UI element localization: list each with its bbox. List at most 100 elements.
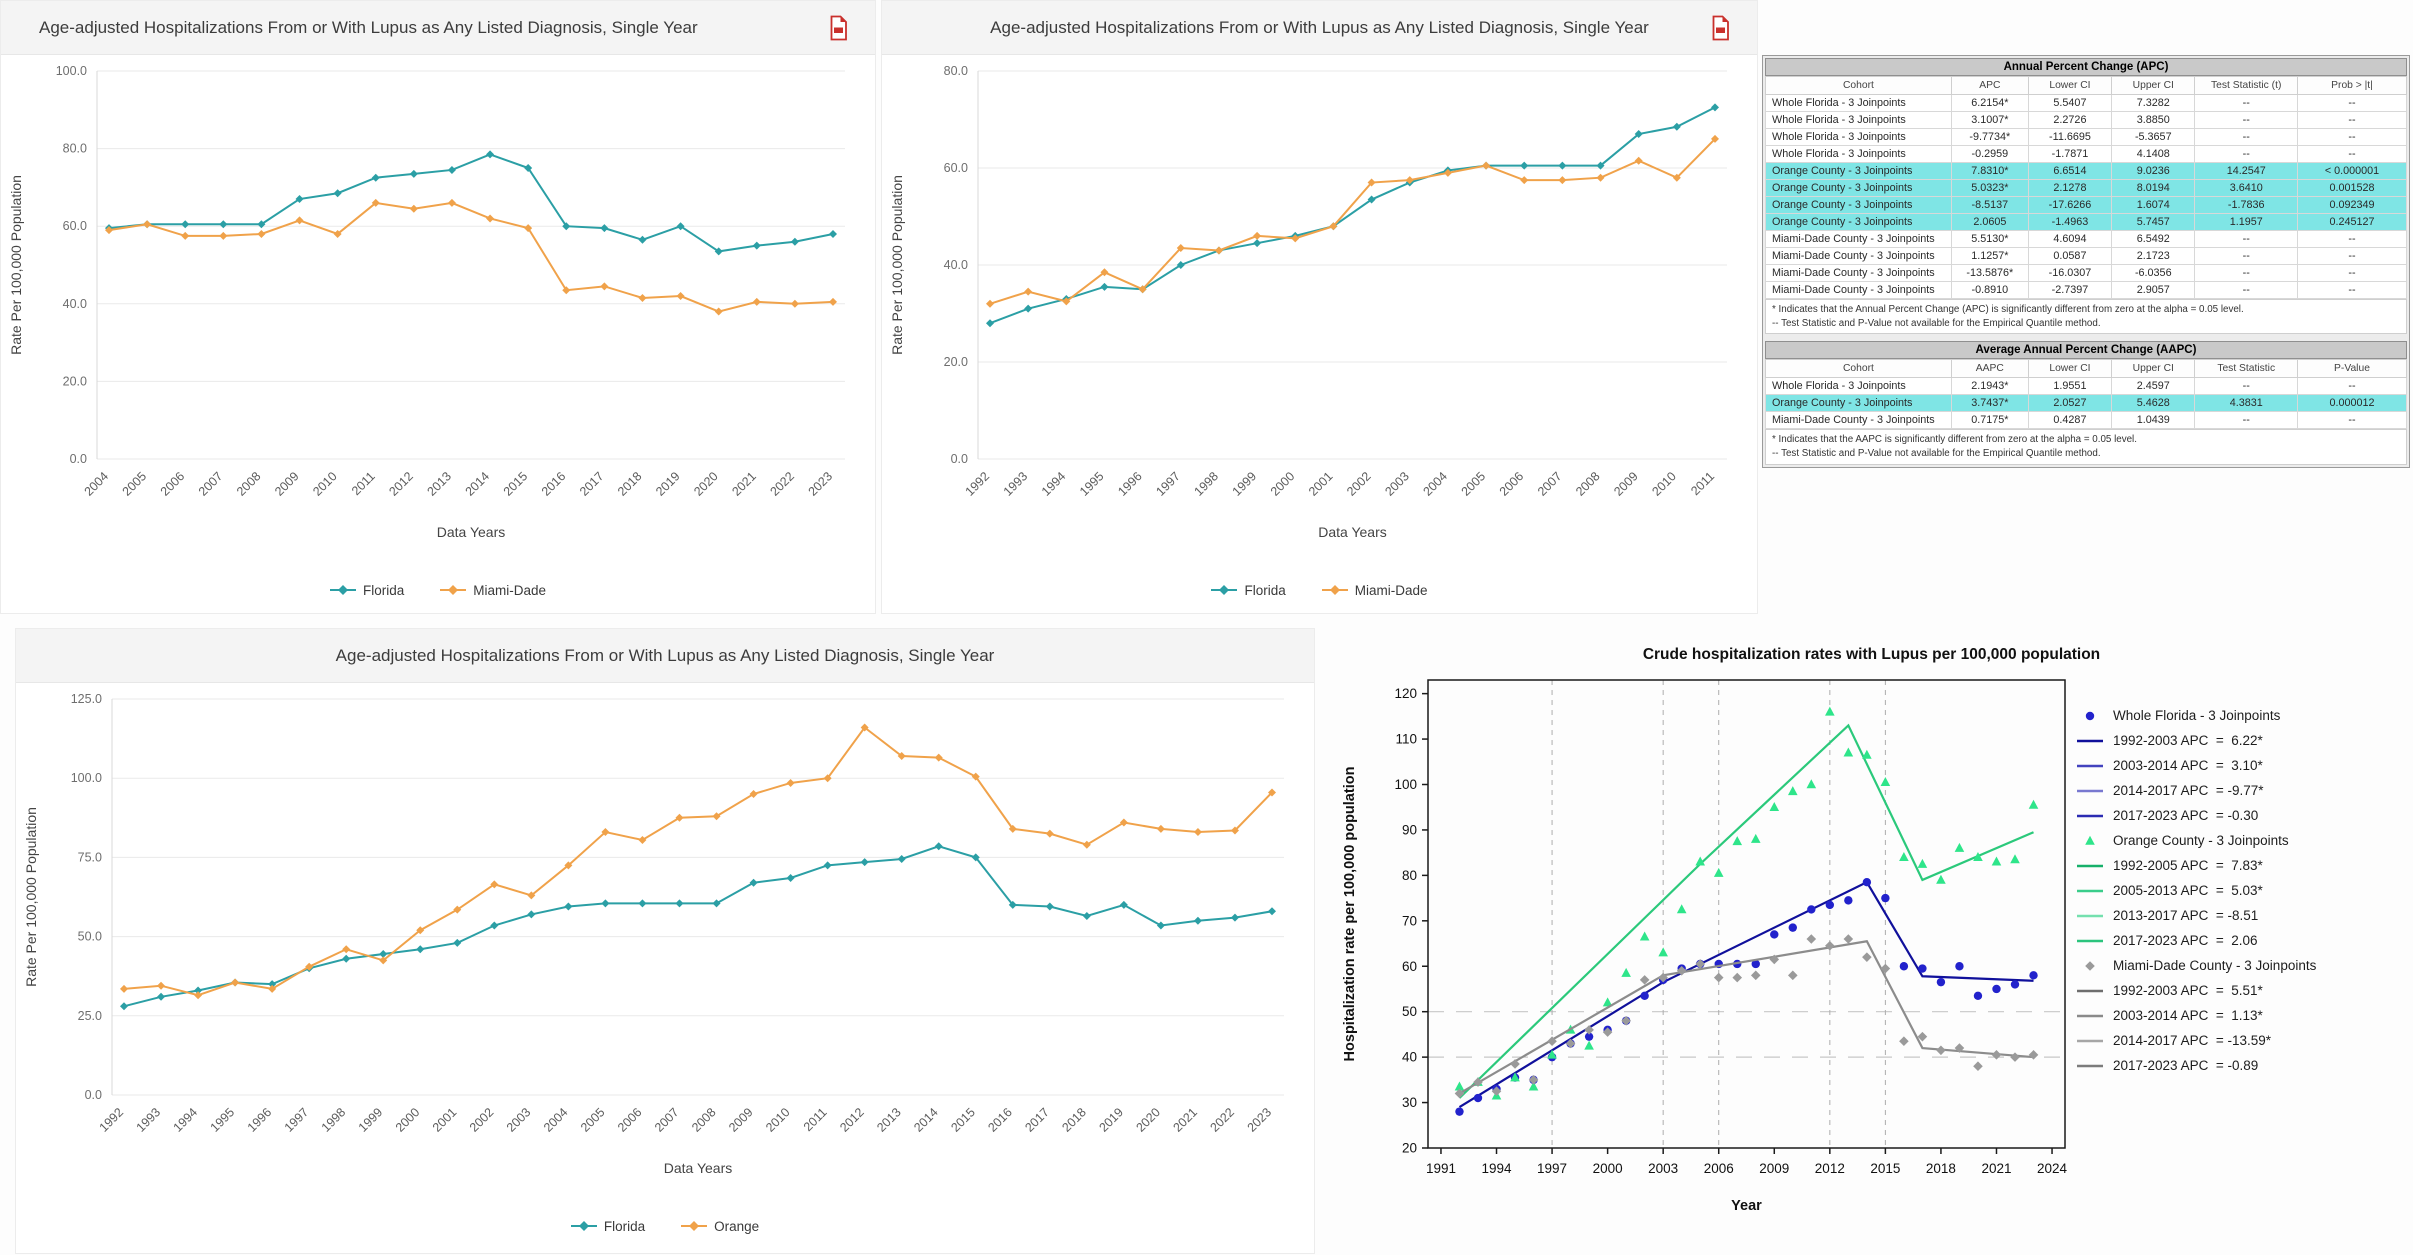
chart-legend: Florida Miami-Dade bbox=[1, 571, 875, 609]
joinpoint-legend-apc-item: 2014-2017 APC = -13.59* bbox=[2075, 1033, 2316, 1048]
cohort-cell: Orange County - 3 Joinpoints bbox=[1765, 196, 1952, 214]
line-marker-icon bbox=[2077, 814, 2103, 817]
aapc-table-title: Average Annual Percent Change (AAPC) bbox=[1765, 341, 2407, 360]
table-row: Whole Florida - 3 Joinpoints 6.2154* 5.540… bbox=[1765, 94, 2408, 112]
legend-item-florida[interactable]: Florida bbox=[329, 582, 405, 598]
svg-text:2021: 2021 bbox=[729, 469, 759, 499]
svg-text:2024: 2024 bbox=[2037, 1161, 2068, 1176]
svg-text:Rate Per 100,000 Population: Rate Per 100,000 Population bbox=[23, 807, 39, 987]
svg-text:Rate Per 100,000 Population: Rate Per 100,000 Population bbox=[8, 175, 24, 355]
joinpoint-legend-apc-item: 2013-2017 APC = -8.51 bbox=[2075, 908, 2316, 923]
svg-text:2009: 2009 bbox=[272, 469, 302, 499]
legend-label: 1992-2003 APC = 5.51* bbox=[2113, 983, 2263, 998]
column-header: Prob > |t| bbox=[2296, 76, 2408, 95]
legend-label: Florida bbox=[362, 582, 405, 598]
value-cell: 2.0605 bbox=[1950, 213, 2029, 231]
svg-text:20.0: 20.0 bbox=[944, 355, 968, 369]
value-cell: 4.3831 bbox=[2194, 394, 2298, 413]
joinpoint-legend-apc-item: 2003-2014 APC = 3.10* bbox=[2075, 758, 2316, 773]
legend-marker-icon bbox=[440, 585, 467, 595]
line-marker-icon bbox=[2077, 989, 2103, 992]
column-header: Test Statistic bbox=[2194, 359, 2298, 379]
legend-item-miami-dade[interactable]: Miami-Dade bbox=[1321, 583, 1428, 598]
value-cell: 4.1408 bbox=[2111, 145, 2196, 163]
apc-table-title: Annual Percent Change (APC) bbox=[1765, 58, 2407, 76]
svg-text:2011: 2011 bbox=[349, 469, 378, 498]
svg-text:2016: 2016 bbox=[539, 469, 569, 499]
svg-text:20: 20 bbox=[1402, 1141, 1417, 1156]
value-cell: 14.2547 bbox=[2194, 162, 2298, 180]
svg-text:2001: 2001 bbox=[1306, 469, 1336, 499]
cohort-cell: Whole Florida - 3 Joinpoints bbox=[1765, 94, 1952, 112]
svg-text:2020: 2020 bbox=[1133, 1105, 1163, 1135]
legend-label: Orange bbox=[714, 1218, 760, 1234]
svg-text:2018: 2018 bbox=[1059, 1105, 1089, 1135]
table-row: Miami-Dade County - 3 Joinpoints 0.7175* 0… bbox=[1765, 411, 2408, 430]
svg-text:50.0: 50.0 bbox=[78, 930, 102, 944]
legend-item-florida[interactable]: Florida bbox=[570, 1219, 645, 1234]
legend-label: Miami-Dade bbox=[473, 582, 547, 598]
svg-text:Hospitalization rate per 100,0: Hospitalization rate per 100,000 populat… bbox=[1342, 767, 1358, 1062]
legend-marker-icon bbox=[1211, 585, 1238, 595]
legend-label: 2017-2023 APC = 2.06 bbox=[2113, 933, 2258, 948]
panel-age-adjusted-1992-2023: Age-adjusted Hospitalizations From or Wi… bbox=[15, 628, 1315, 1254]
line-marker-icon bbox=[2077, 1039, 2103, 1042]
value-cell: 2.2726 bbox=[2027, 111, 2113, 129]
joinpoint-legend-apc-item: 2014-2017 APC = -9.77* bbox=[2075, 783, 2316, 798]
value-cell: -- bbox=[2296, 111, 2408, 129]
value-cell: -1.7871 bbox=[2027, 145, 2113, 163]
value-cell: < 0.000001 bbox=[2296, 162, 2408, 180]
legend-item-miami-dade[interactable]: Miami-Dade bbox=[440, 583, 546, 598]
value-cell: 5.5130* bbox=[1950, 230, 2029, 248]
svg-text:2021: 2021 bbox=[1170, 1105, 1200, 1135]
legend-item-orange[interactable]: Orange bbox=[681, 1219, 759, 1234]
svg-text:2016: 2016 bbox=[985, 1105, 1015, 1135]
svg-text:1996: 1996 bbox=[1115, 469, 1145, 499]
table-row: Whole Florida - 3 Joinpoints 3.1007* 2.272… bbox=[1765, 111, 2408, 129]
legend-item-florida[interactable]: Florida bbox=[1211, 583, 1286, 598]
apc-table-footnotes: * Indicates that the Annual Percent Chan… bbox=[1765, 299, 2407, 335]
legend-label: Miami-Dade County - 3 Joinpoints bbox=[2113, 958, 2317, 973]
legend-marker-icon bbox=[1321, 585, 1348, 595]
line-marker-icon bbox=[2077, 1064, 2103, 1067]
column-header: Upper CI bbox=[2111, 359, 2196, 379]
pdf-export-button[interactable] bbox=[828, 15, 849, 41]
svg-text:2019: 2019 bbox=[1096, 1105, 1126, 1135]
svg-text:2010: 2010 bbox=[763, 1105, 793, 1135]
table-row: Orange County - 3 Joinpoints -8.5137 -17.6… bbox=[1765, 196, 2408, 214]
svg-text:60.0: 60.0 bbox=[944, 161, 968, 175]
value-cell: -16.0307 bbox=[2027, 264, 2113, 282]
file-pdf-icon bbox=[1712, 15, 1729, 41]
svg-text:2013: 2013 bbox=[425, 469, 455, 499]
column-header: Test Statistic (t) bbox=[2194, 76, 2298, 95]
joinpoint-legend-apc-item: 1992-2005 APC = 7.83* bbox=[2075, 858, 2316, 873]
column-header: Cohort bbox=[1765, 76, 1952, 95]
cohort-cell: Orange County - 3 Joinpoints bbox=[1765, 179, 1952, 197]
value-cell: -0.8910 bbox=[1950, 281, 2029, 299]
line-marker-icon bbox=[2077, 1014, 2103, 1017]
svg-text:2020: 2020 bbox=[691, 469, 721, 499]
svg-text:1996: 1996 bbox=[245, 1105, 275, 1135]
pdf-export-button[interactable] bbox=[1710, 15, 1731, 41]
column-header: P-Value bbox=[2296, 359, 2408, 379]
joinpoint-chart-area: 20 30 40 50 60 70 80 90 100 110 120 1991 1994 1997 200… bbox=[1330, 668, 2413, 1224]
value-cell: 2.4597 bbox=[2111, 377, 2196, 396]
svg-text:1994: 1994 bbox=[171, 1105, 201, 1135]
circle-marker-icon bbox=[2085, 711, 2095, 720]
svg-text:1991: 1991 bbox=[1426, 1161, 1456, 1176]
legend-label: 2017-2023 APC = -0.30 bbox=[2113, 808, 2259, 823]
joinpoint-legend-apc-item: 2005-2013 APC = 5.03* bbox=[2075, 883, 2316, 898]
legend-label: 2017-2023 APC = -0.89 bbox=[2113, 1058, 2259, 1073]
line-chart-1992-2011: 0.0 20.0 40.0 60.0 80.0 1992 1993 1994 1995 1996 1… bbox=[889, 64, 1727, 540]
line-marker-icon bbox=[2077, 939, 2103, 942]
value-cell: -- bbox=[2296, 264, 2408, 282]
value-cell: 1.1957 bbox=[2194, 213, 2298, 231]
svg-text:2010: 2010 bbox=[1649, 469, 1679, 499]
svg-text:2000: 2000 bbox=[393, 1105, 423, 1135]
value-cell: 1.9551 bbox=[2027, 377, 2113, 396]
cohort-cell: Orange County - 3 Joinpoints bbox=[1765, 162, 1952, 180]
svg-text:60: 60 bbox=[1402, 959, 1417, 974]
value-cell: 0.092349 bbox=[2296, 196, 2408, 214]
svg-text:2013: 2013 bbox=[874, 1105, 904, 1135]
panel-age-adjusted-1992-2011: Age-adjusted Hospitalizations From or Wi… bbox=[881, 0, 1758, 614]
